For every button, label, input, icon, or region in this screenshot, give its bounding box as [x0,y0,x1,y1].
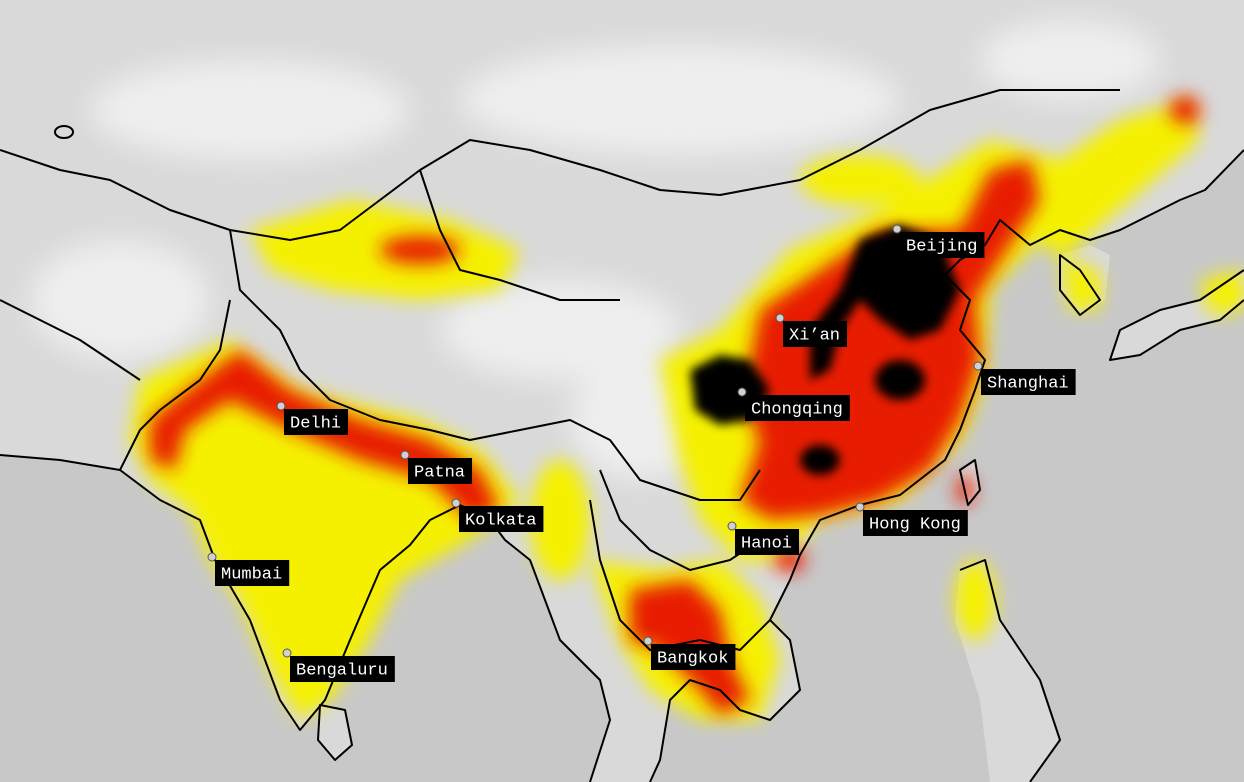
city-label-box [863,510,968,536]
city: Beijing [892,224,985,258]
city-marker [643,636,653,646]
city-label: Bangkok [657,649,728,668]
city: Hong Kong [855,502,968,536]
city-label-box [651,644,736,670]
city-marker [282,648,292,658]
city: Patna [400,450,473,484]
city-label-box [290,656,395,682]
city-label-box [408,458,473,484]
city: Xi’an [775,313,848,347]
city: Mumbai [207,552,290,586]
city: Shanghai [973,361,1076,395]
city-label: Chongqing [751,400,843,419]
city-label-box [900,232,985,258]
city-marker [276,401,286,411]
city-label: Delhi [290,414,341,433]
city-marker [207,552,217,562]
city-label: Beijing [906,237,977,256]
city-label: Xi’an [789,326,840,345]
city-label-box [981,369,1076,395]
city-marker [451,498,461,508]
city-label: Bengaluru [296,661,388,680]
city-marker [775,313,785,323]
city: Hanoi [727,521,800,555]
city-label-box [459,506,544,532]
city: Bangkok [643,636,736,670]
city-marker [400,450,410,460]
city: Bengaluru [282,648,395,682]
city-label: Hong Kong [869,515,961,534]
city-label-box [215,560,290,586]
city: Chongqing [737,387,850,421]
city-label-box [735,529,800,555]
city-label: Shanghai [987,374,1069,393]
city-label: Mumbai [221,565,282,584]
city-label-box [783,321,848,347]
city-label-box [284,409,349,435]
city: Delhi [276,401,349,435]
city-marker [973,361,983,371]
city-label: Patna [414,463,465,482]
borders [0,89,1244,782]
city: Kolkata [451,498,544,532]
city-marker [855,502,865,512]
city-label: Hanoi [741,534,792,553]
city-label: Kolkata [465,511,536,530]
city-marker [892,224,902,234]
city-marker [727,521,737,531]
city-marker [737,387,747,397]
city-label-box [745,395,850,421]
city-labels: Beijing Xi’an Shanghai Chongqing Delhi Patna K… [207,224,1076,682]
